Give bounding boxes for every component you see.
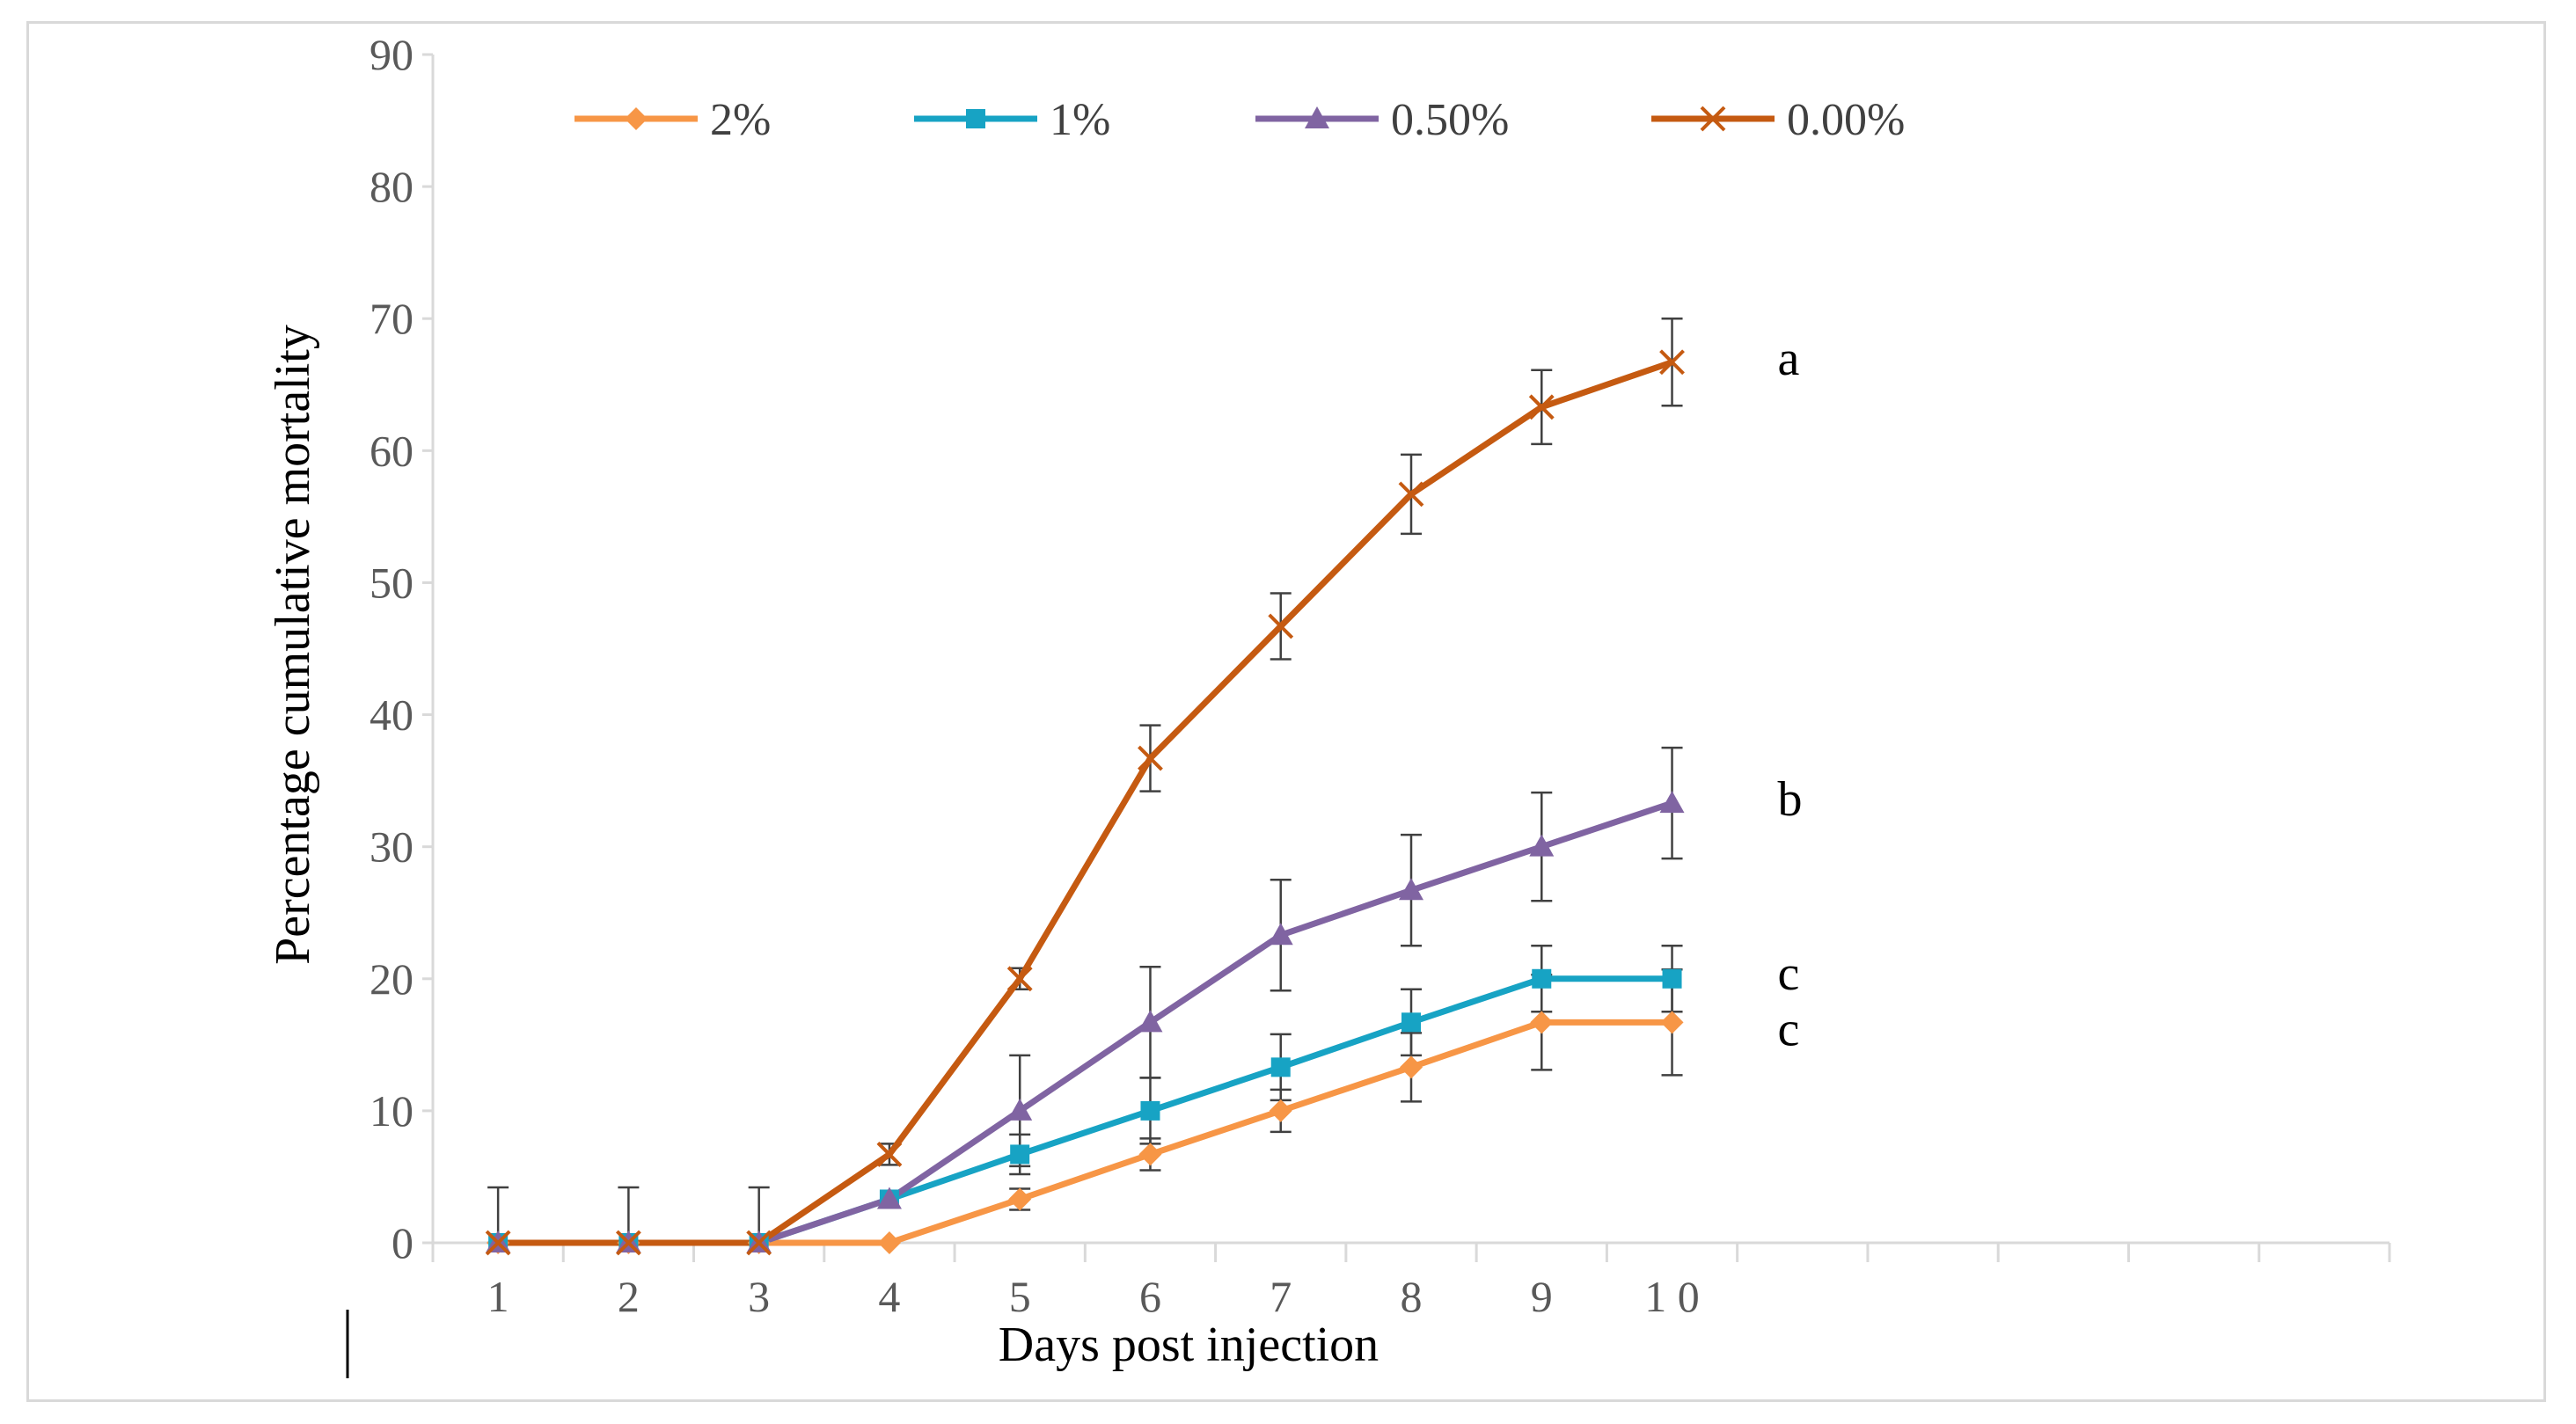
x-tick-label: 9 bbox=[1531, 1272, 1553, 1321]
legend: 2% 1% 0.50% 0.00% bbox=[574, 95, 1905, 145]
x-tick-label: 1 bbox=[487, 1272, 509, 1321]
group-letter: c bbox=[1778, 946, 1800, 1001]
legend-label: 1% bbox=[1050, 95, 1110, 145]
data-point-marker bbox=[876, 1142, 903, 1167]
group-letter: b bbox=[1778, 772, 1803, 827]
y-tick-label: 80 bbox=[370, 162, 413, 211]
group-letter: c bbox=[1778, 1002, 1800, 1056]
data-point-marker bbox=[1140, 1100, 1160, 1121]
data-point-marker bbox=[1660, 1011, 1684, 1034]
data-point-marker bbox=[1008, 1187, 1032, 1211]
y-tick-label: 90 bbox=[370, 30, 413, 79]
data-point-marker bbox=[1401, 1012, 1421, 1033]
data-point-marker bbox=[1398, 481, 1424, 508]
y-tick-label: 60 bbox=[370, 426, 413, 475]
series-markers bbox=[485, 349, 1685, 1256]
y-tick-label: 40 bbox=[370, 690, 413, 740]
data-point-marker bbox=[1659, 791, 1685, 814]
y-tick-label: 30 bbox=[370, 822, 413, 872]
data-point-marker bbox=[1138, 1010, 1163, 1033]
error-bars bbox=[487, 317, 1683, 1245]
x-tick-label: 3 bbox=[748, 1272, 770, 1321]
group-letters: cc b a bbox=[1778, 332, 1803, 1057]
series-lines bbox=[498, 359, 1673, 1246]
group-letter: a bbox=[1778, 332, 1800, 386]
data-point-marker bbox=[1659, 349, 1685, 376]
legend-marker bbox=[1700, 106, 1726, 132]
x-tick-label: 5 bbox=[1009, 1272, 1031, 1321]
data-point-marker bbox=[1006, 966, 1033, 992]
legend-marker bbox=[1305, 106, 1329, 128]
data-point-marker bbox=[1007, 1098, 1033, 1121]
y-tick-label: 50 bbox=[370, 558, 413, 607]
data-point-marker bbox=[1268, 923, 1293, 946]
legend-label: 0.50% bbox=[1391, 95, 1509, 145]
data-point-marker bbox=[746, 1230, 772, 1256]
data-point-marker bbox=[1138, 1143, 1162, 1166]
x-tick-label: 7 bbox=[1270, 1272, 1292, 1321]
data-point-marker bbox=[1532, 968, 1552, 989]
data-point-marker bbox=[1268, 613, 1294, 639]
series-line bbox=[498, 975, 1672, 1246]
legend-marker bbox=[625, 107, 648, 130]
legend-marker bbox=[966, 109, 985, 128]
data-point-marker bbox=[615, 1230, 641, 1256]
y-tick-label: 0 bbox=[392, 1218, 413, 1267]
data-point-marker bbox=[485, 1230, 511, 1256]
series-line bbox=[498, 359, 1673, 1246]
data-point-marker bbox=[1010, 1144, 1030, 1165]
data-point-marker bbox=[1269, 1099, 1292, 1122]
data-point-marker bbox=[1399, 878, 1423, 901]
data-point-marker bbox=[1400, 1055, 1423, 1079]
y-tick-label: 20 bbox=[370, 954, 413, 1004]
x-axis-title: Days post injection bbox=[999, 1318, 1379, 1372]
legend-label: 0.00% bbox=[1787, 95, 1905, 145]
x-tick-label: 4 bbox=[878, 1272, 900, 1321]
x-tick-label: 8 bbox=[1401, 1272, 1423, 1321]
y-axis-title: Percentage cumulative mortality bbox=[266, 325, 320, 965]
data-point-marker bbox=[1270, 1057, 1291, 1077]
y-tick-label: 70 bbox=[370, 294, 413, 343]
data-point-marker bbox=[1529, 834, 1555, 857]
x-tick-label: 6 bbox=[1139, 1272, 1161, 1321]
data-point-marker bbox=[1530, 1011, 1554, 1034]
x-tick-label: 2 bbox=[618, 1272, 640, 1321]
chart-frame: 0 10 20 30 40 50 60 70 80 90 1 2 3 4 5 6 7 8 9 1 0 2% 1% 0.50… bbox=[26, 21, 2546, 1402]
data-point-marker bbox=[1662, 968, 1682, 989]
data-point-marker bbox=[877, 1231, 901, 1254]
legend-label: 2% bbox=[710, 95, 771, 145]
y-tick-label: 10 bbox=[370, 1086, 413, 1136]
x-tick-label: 1 0 bbox=[1644, 1272, 1700, 1321]
data-point-marker bbox=[1138, 745, 1163, 771]
data-point-marker bbox=[876, 1187, 902, 1209]
data-point-marker bbox=[1528, 394, 1555, 420]
